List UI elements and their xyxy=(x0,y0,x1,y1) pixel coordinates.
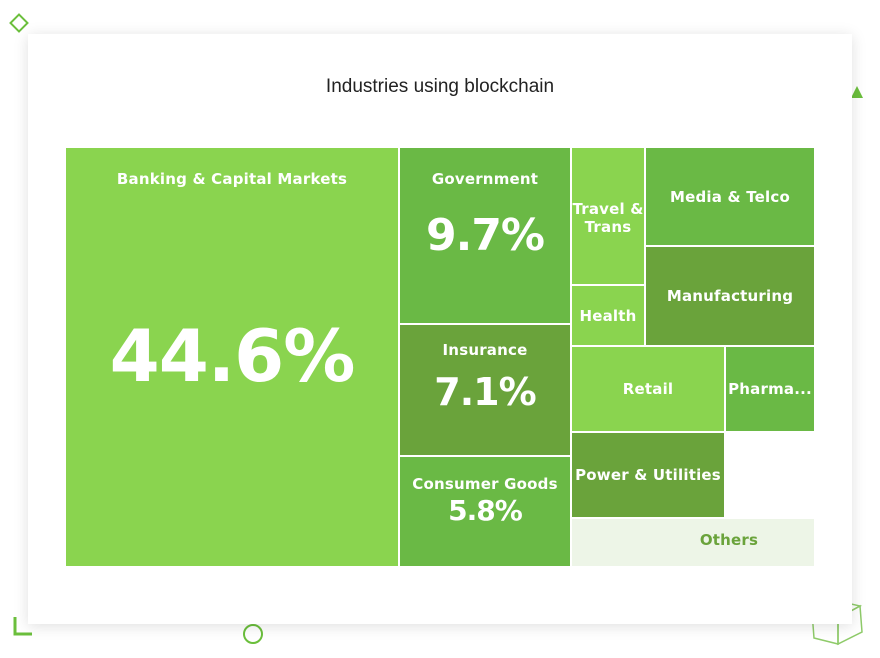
tile-health: Health xyxy=(570,284,646,347)
tile-banking-capital-markets: Banking & Capital Markets 44.6% xyxy=(64,146,400,568)
tile-label: Health xyxy=(579,307,637,325)
tile-value: 5.8% xyxy=(448,494,523,527)
tile-label: Retail xyxy=(622,380,674,398)
tile-label: Consumer Goods xyxy=(412,475,558,493)
chart-card: Industries using blockchain Banking & Ca… xyxy=(28,34,852,624)
tile-others: Others xyxy=(570,517,816,568)
square-corner-icon xyxy=(13,617,32,636)
tile-label: Power & Utilities xyxy=(575,466,721,484)
tile-label: Banking & Capital Markets xyxy=(116,170,348,188)
tile-label: Manufacturing xyxy=(666,287,794,305)
chart-title: Industries using blockchain xyxy=(325,76,555,97)
treemap: Banking & Capital Markets 44.6% Government… xyxy=(64,146,816,568)
tile-value: 44.6% xyxy=(109,314,356,398)
tile-power-utilities: Power & Utilities xyxy=(570,431,726,519)
tile-insurance: Insurance 7.1% xyxy=(398,323,572,457)
tile-retail: Retail xyxy=(570,345,726,433)
tile-consumer-goods: Consumer Goods 5.8% xyxy=(398,455,572,568)
tile-value: 7.1% xyxy=(434,370,536,414)
tile-label: Others xyxy=(699,531,759,549)
tile-media-telco: Media & Telco xyxy=(644,146,816,247)
tile-label: Media & Telco xyxy=(670,188,790,206)
circle-icon xyxy=(243,624,263,644)
tile-government: Government 9.7% xyxy=(398,146,572,325)
tile-label: Government xyxy=(431,170,539,188)
tile-label: Insurance xyxy=(442,341,528,359)
tile-value: 9.7% xyxy=(425,210,545,261)
tile-label: Pharma... xyxy=(728,380,812,398)
tile-travel-trans: Travel & Trans xyxy=(570,146,646,286)
tile-pharma: Pharma... xyxy=(724,345,816,433)
tile-manufacturing: Manufacturing xyxy=(644,245,816,347)
diamond-icon xyxy=(9,13,29,33)
tile-label: Travel & Trans xyxy=(572,200,644,236)
triangle-icon xyxy=(851,86,863,98)
